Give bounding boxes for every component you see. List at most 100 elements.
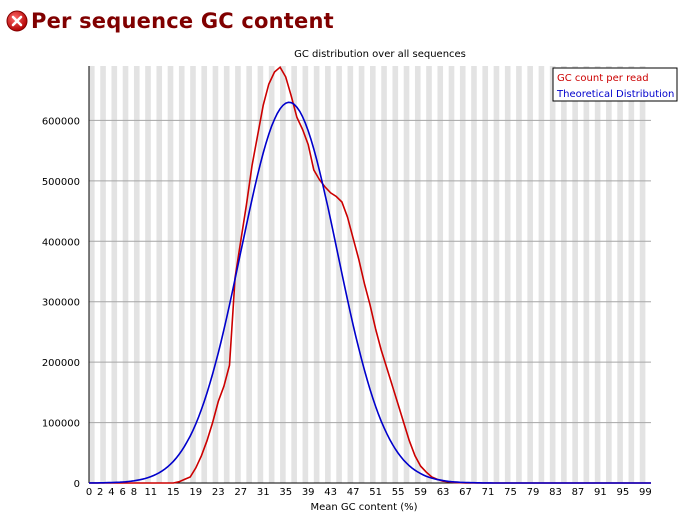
x-tick-label: 35 [279,487,292,498]
x-tick-label: 11 [144,487,157,498]
background-band [190,66,196,483]
background-band [594,66,601,483]
x-tick-label: 99 [639,487,652,498]
background-band [381,66,387,483]
y-tick-label: 200000 [42,358,80,369]
background-bands [89,66,646,483]
background-band [504,66,511,483]
background-band [302,66,309,483]
x-tick-label: 95 [617,487,630,498]
x-tick-label: 6 [120,487,126,498]
background-band [527,66,533,483]
x-tick-label: 83 [549,487,562,498]
legend-box [552,67,678,102]
background-band [122,66,129,483]
x-tick-label: 39 [302,487,315,498]
x-tick-label: 87 [572,487,585,498]
background-band [516,66,522,483]
x-tick-label: 47 [347,487,360,498]
background-band [459,66,466,483]
background-band [347,66,354,483]
x-tick-label: 23 [212,487,225,498]
background-band [471,66,477,483]
background-band [280,66,286,483]
background-band [313,66,320,483]
background-band [167,66,174,483]
x-tick-label: 51 [369,487,382,498]
x-tick-label: 91 [594,487,607,498]
series-lines [89,65,651,484]
background-band [628,66,635,483]
background-band [111,66,118,483]
y-tick-label: 100000 [42,419,80,430]
x-tick-label: 55 [392,487,405,498]
background-band [583,66,590,483]
background-band [448,66,455,483]
x-tick-label: 71 [482,487,495,498]
y-tick-label: 500000 [42,177,80,188]
x-tick-label: 2 [97,487,103,498]
background-band [482,66,489,483]
background-band [257,66,264,483]
background-band [606,66,612,483]
background-band [212,66,219,483]
background-band [246,66,252,483]
background-band [572,66,578,483]
x-tick-label: 75 [504,487,517,498]
background-band [538,66,545,483]
x-tick-label: 43 [324,487,337,498]
error-icon [6,10,28,32]
x-tick-label: 59 [414,487,427,498]
series-line-theoretical [89,101,651,484]
background-band [437,66,444,483]
background-band [145,66,151,483]
background-band [100,66,106,483]
legend-entry-theoretical: Theoretical Distribution [556,89,674,100]
background-band [156,66,163,483]
x-tick-label: 19 [189,487,202,498]
background-band [201,66,208,483]
y-tick-labels: 0 100000 200000 300000 400000 500000 600000 [42,116,80,490]
x-tick-labels: 0 2 4 6 8 11 15 19 23 27 31 35 39 43 47 51 55 59 63 67 71 75 7… [86,487,652,498]
background-band [89,66,95,483]
page-title: Per sequence GC content [31,9,334,33]
background-band [268,66,275,483]
x-tick-label: 79 [527,487,540,498]
horizontal-gridlines [89,119,651,424]
legend-entry-gc-count: GC count per read [557,73,649,84]
background-band [392,66,399,483]
background-band [336,66,342,483]
background-band [223,66,230,483]
x-tick-label: 31 [257,487,270,498]
legend: GC count per read Theoretical Distributi… [552,67,678,102]
background-band [617,66,623,483]
x-tick-label: 0 [86,487,92,498]
background-band [639,66,646,483]
background-band [235,66,241,483]
x-axis-label: Mean GC content (%) [310,502,417,513]
background-band [178,66,185,483]
page-header: Per sequence GC content [6,6,334,36]
background-band [549,66,556,483]
chart-title: GC distribution over all sequences [294,49,466,60]
background-band [403,66,410,483]
background-band [133,66,140,483]
background-band [426,66,432,483]
background-band [291,66,297,483]
y-tick-label: 300000 [42,298,80,309]
background-band [493,66,500,483]
background-band [561,66,567,483]
x-tick-label: 8 [131,487,137,498]
x-tick-label: 15 [167,487,180,498]
x-tick-label: 67 [459,487,472,498]
x-tick-label: 4 [108,487,114,498]
y-tick-label: 600000 [42,116,80,127]
x-tick-label: 27 [234,487,247,498]
y-tick-label: 400000 [42,237,80,248]
background-band [370,66,376,483]
background-band [414,66,421,483]
x-tick-label: 63 [437,487,450,498]
y-tick-label: 0 [74,479,80,490]
background-band [325,66,331,483]
